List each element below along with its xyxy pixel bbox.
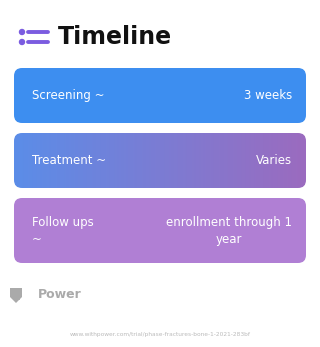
Text: Follow ups
~: Follow ups ~ [32, 215, 94, 245]
Text: 3 weeks: 3 weeks [244, 89, 292, 102]
FancyBboxPatch shape [14, 198, 306, 263]
Circle shape [20, 29, 25, 34]
FancyBboxPatch shape [14, 68, 306, 123]
Text: Varies: Varies [256, 154, 292, 167]
Text: www.withpower.com/trial/phase-fractures-bone-1-2021-283bf: www.withpower.com/trial/phase-fractures-… [69, 332, 251, 337]
Circle shape [20, 40, 25, 44]
Text: enrollment through 1
year: enrollment through 1 year [166, 215, 292, 245]
Text: Treatment ~: Treatment ~ [32, 154, 106, 167]
Text: Screening ~: Screening ~ [32, 89, 105, 102]
Polygon shape [10, 288, 22, 303]
Text: Timeline: Timeline [58, 25, 172, 49]
Text: Power: Power [38, 288, 82, 302]
Text: 🔰: 🔰 [12, 288, 20, 302]
